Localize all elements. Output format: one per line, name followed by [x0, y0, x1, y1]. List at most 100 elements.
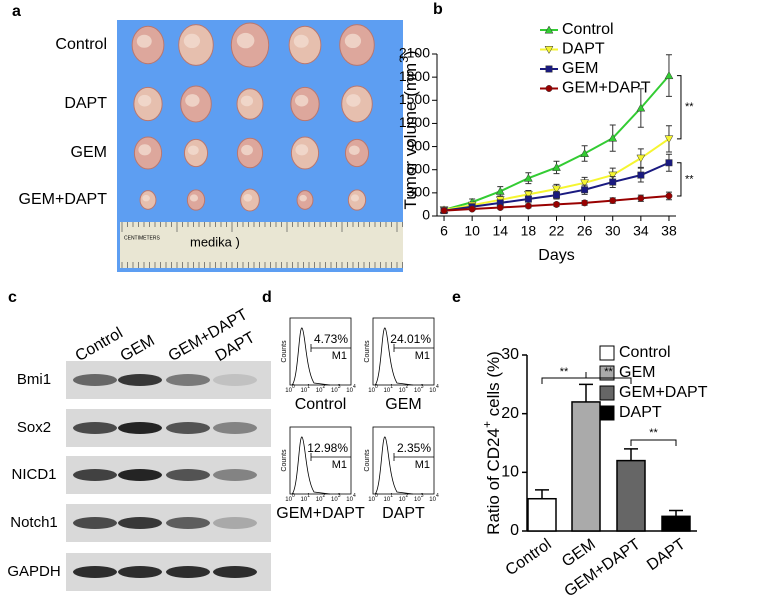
- gate-label: M1: [332, 350, 347, 362]
- tick-base: 10: [414, 388, 421, 394]
- gate-label: M1: [415, 459, 430, 471]
- x-tick-label: 103: [414, 384, 424, 393]
- marker: [581, 199, 589, 207]
- blot-band: [118, 422, 162, 434]
- x-tick-label: 38: [661, 223, 677, 239]
- row-label: DAPT: [64, 95, 107, 112]
- bar: [661, 515, 691, 532]
- x-tick-label: 34: [633, 223, 649, 239]
- marker: [637, 171, 645, 179]
- label-part: cells (%): [484, 351, 503, 421]
- marker: [468, 205, 476, 213]
- tick-base: 10: [301, 497, 308, 503]
- error-bar: [624, 448, 638, 461]
- tick-base: 10: [316, 388, 323, 394]
- tumor-highlight: [348, 145, 360, 156]
- tick-exponent: 3: [338, 384, 341, 390]
- tick-exponent: 2: [322, 493, 325, 499]
- marker: [524, 195, 532, 203]
- plot-name: GEM+DAPT: [276, 505, 365, 522]
- legend-swatch: [599, 365, 615, 381]
- error-bar: [535, 489, 549, 499]
- histogram-frame: [372, 426, 435, 495]
- histogram-curve: [291, 436, 331, 495]
- gate-line: [393, 453, 434, 461]
- marker: [664, 71, 674, 80]
- tick-base: 10: [316, 497, 323, 503]
- tumor-highlight: [240, 95, 254, 107]
- x-tick-label: 100: [285, 384, 295, 393]
- blot-band: [166, 566, 210, 578]
- tumor-highlight: [136, 34, 152, 48]
- blot-band: [118, 566, 162, 578]
- y-axis-label: Counts: [364, 449, 371, 472]
- tumor-highlight: [183, 33, 201, 49]
- legend-label: GEM+DAPT: [562, 80, 651, 97]
- marker: [553, 200, 560, 208]
- y-tick-label: 1500: [399, 91, 430, 107]
- tick-exponent: 4: [353, 384, 356, 390]
- tick-exponent: 0: [292, 493, 295, 499]
- marker: [636, 103, 646, 112]
- tick-base: 10: [346, 497, 353, 503]
- gate-percent: 4.73%: [314, 332, 348, 346]
- legend-swatch: [599, 405, 615, 421]
- y-tick-label: 900: [407, 137, 431, 153]
- legend-label: GEM: [619, 364, 655, 381]
- label-part: 3: [397, 56, 411, 63]
- y-tick-label: 300: [407, 184, 431, 200]
- marker: [495, 186, 505, 195]
- marker: [544, 46, 554, 55]
- y-tick-label: 20: [501, 405, 519, 422]
- blot-band: [73, 469, 117, 481]
- ruler: [120, 222, 403, 268]
- y-axis-label: Counts: [364, 340, 371, 363]
- marker: [496, 204, 504, 211]
- tumor-highlight: [346, 94, 361, 107]
- histogram-frame: [289, 426, 352, 495]
- row-label: Sox2: [17, 419, 51, 436]
- tick-base: 10: [368, 497, 375, 503]
- tick-exponent: 1: [307, 493, 310, 499]
- y-axis-label: Counts: [281, 340, 288, 363]
- x-tick-label: 101: [301, 493, 311, 502]
- x-tick-label: 101: [301, 384, 311, 393]
- panel-label: b: [433, 1, 443, 18]
- blot-band: [213, 566, 257, 578]
- x-tick-label: 104: [429, 493, 439, 502]
- tick-base: 10: [301, 388, 308, 394]
- x-tick-label: 18: [521, 223, 537, 239]
- tick-base: 10: [384, 497, 391, 503]
- gate-percent: 12.98%: [307, 441, 348, 455]
- y-axis-label: Counts: [281, 449, 288, 472]
- y-tick-label: 30: [501, 346, 519, 363]
- histogram-curve: [374, 436, 414, 495]
- row-label: NICD1: [11, 466, 56, 483]
- marker: [609, 197, 617, 205]
- x-tick-label: 103: [331, 384, 341, 393]
- label-part: Ratio of CD24: [484, 428, 503, 535]
- x-tick-label: 102: [316, 493, 326, 502]
- tick-exponent: 4: [436, 384, 439, 390]
- marker: [637, 194, 645, 202]
- bar: [571, 401, 601, 532]
- ruler-text: CENTIMETERS: [124, 235, 161, 241]
- marker: [608, 171, 618, 180]
- tick-exponent: 2: [322, 384, 325, 390]
- significance-label: **: [560, 366, 569, 378]
- tick-base: 10: [331, 497, 338, 503]
- bar: [527, 497, 557, 532]
- tick-base: 10: [285, 388, 292, 394]
- marker: [553, 191, 560, 199]
- tick-exponent: 4: [436, 493, 439, 499]
- blot-band: [73, 422, 117, 434]
- histogram-curve: [374, 327, 414, 386]
- tumor-highlight: [185, 94, 200, 107]
- tumor-highlight: [295, 144, 309, 156]
- legend-label: Control: [562, 21, 614, 38]
- plot-name: DAPT: [382, 505, 425, 522]
- tumor-highlight: [138, 144, 152, 156]
- blot-band: [118, 374, 162, 386]
- gate-line: [310, 453, 351, 461]
- label-part: ): [401, 50, 420, 56]
